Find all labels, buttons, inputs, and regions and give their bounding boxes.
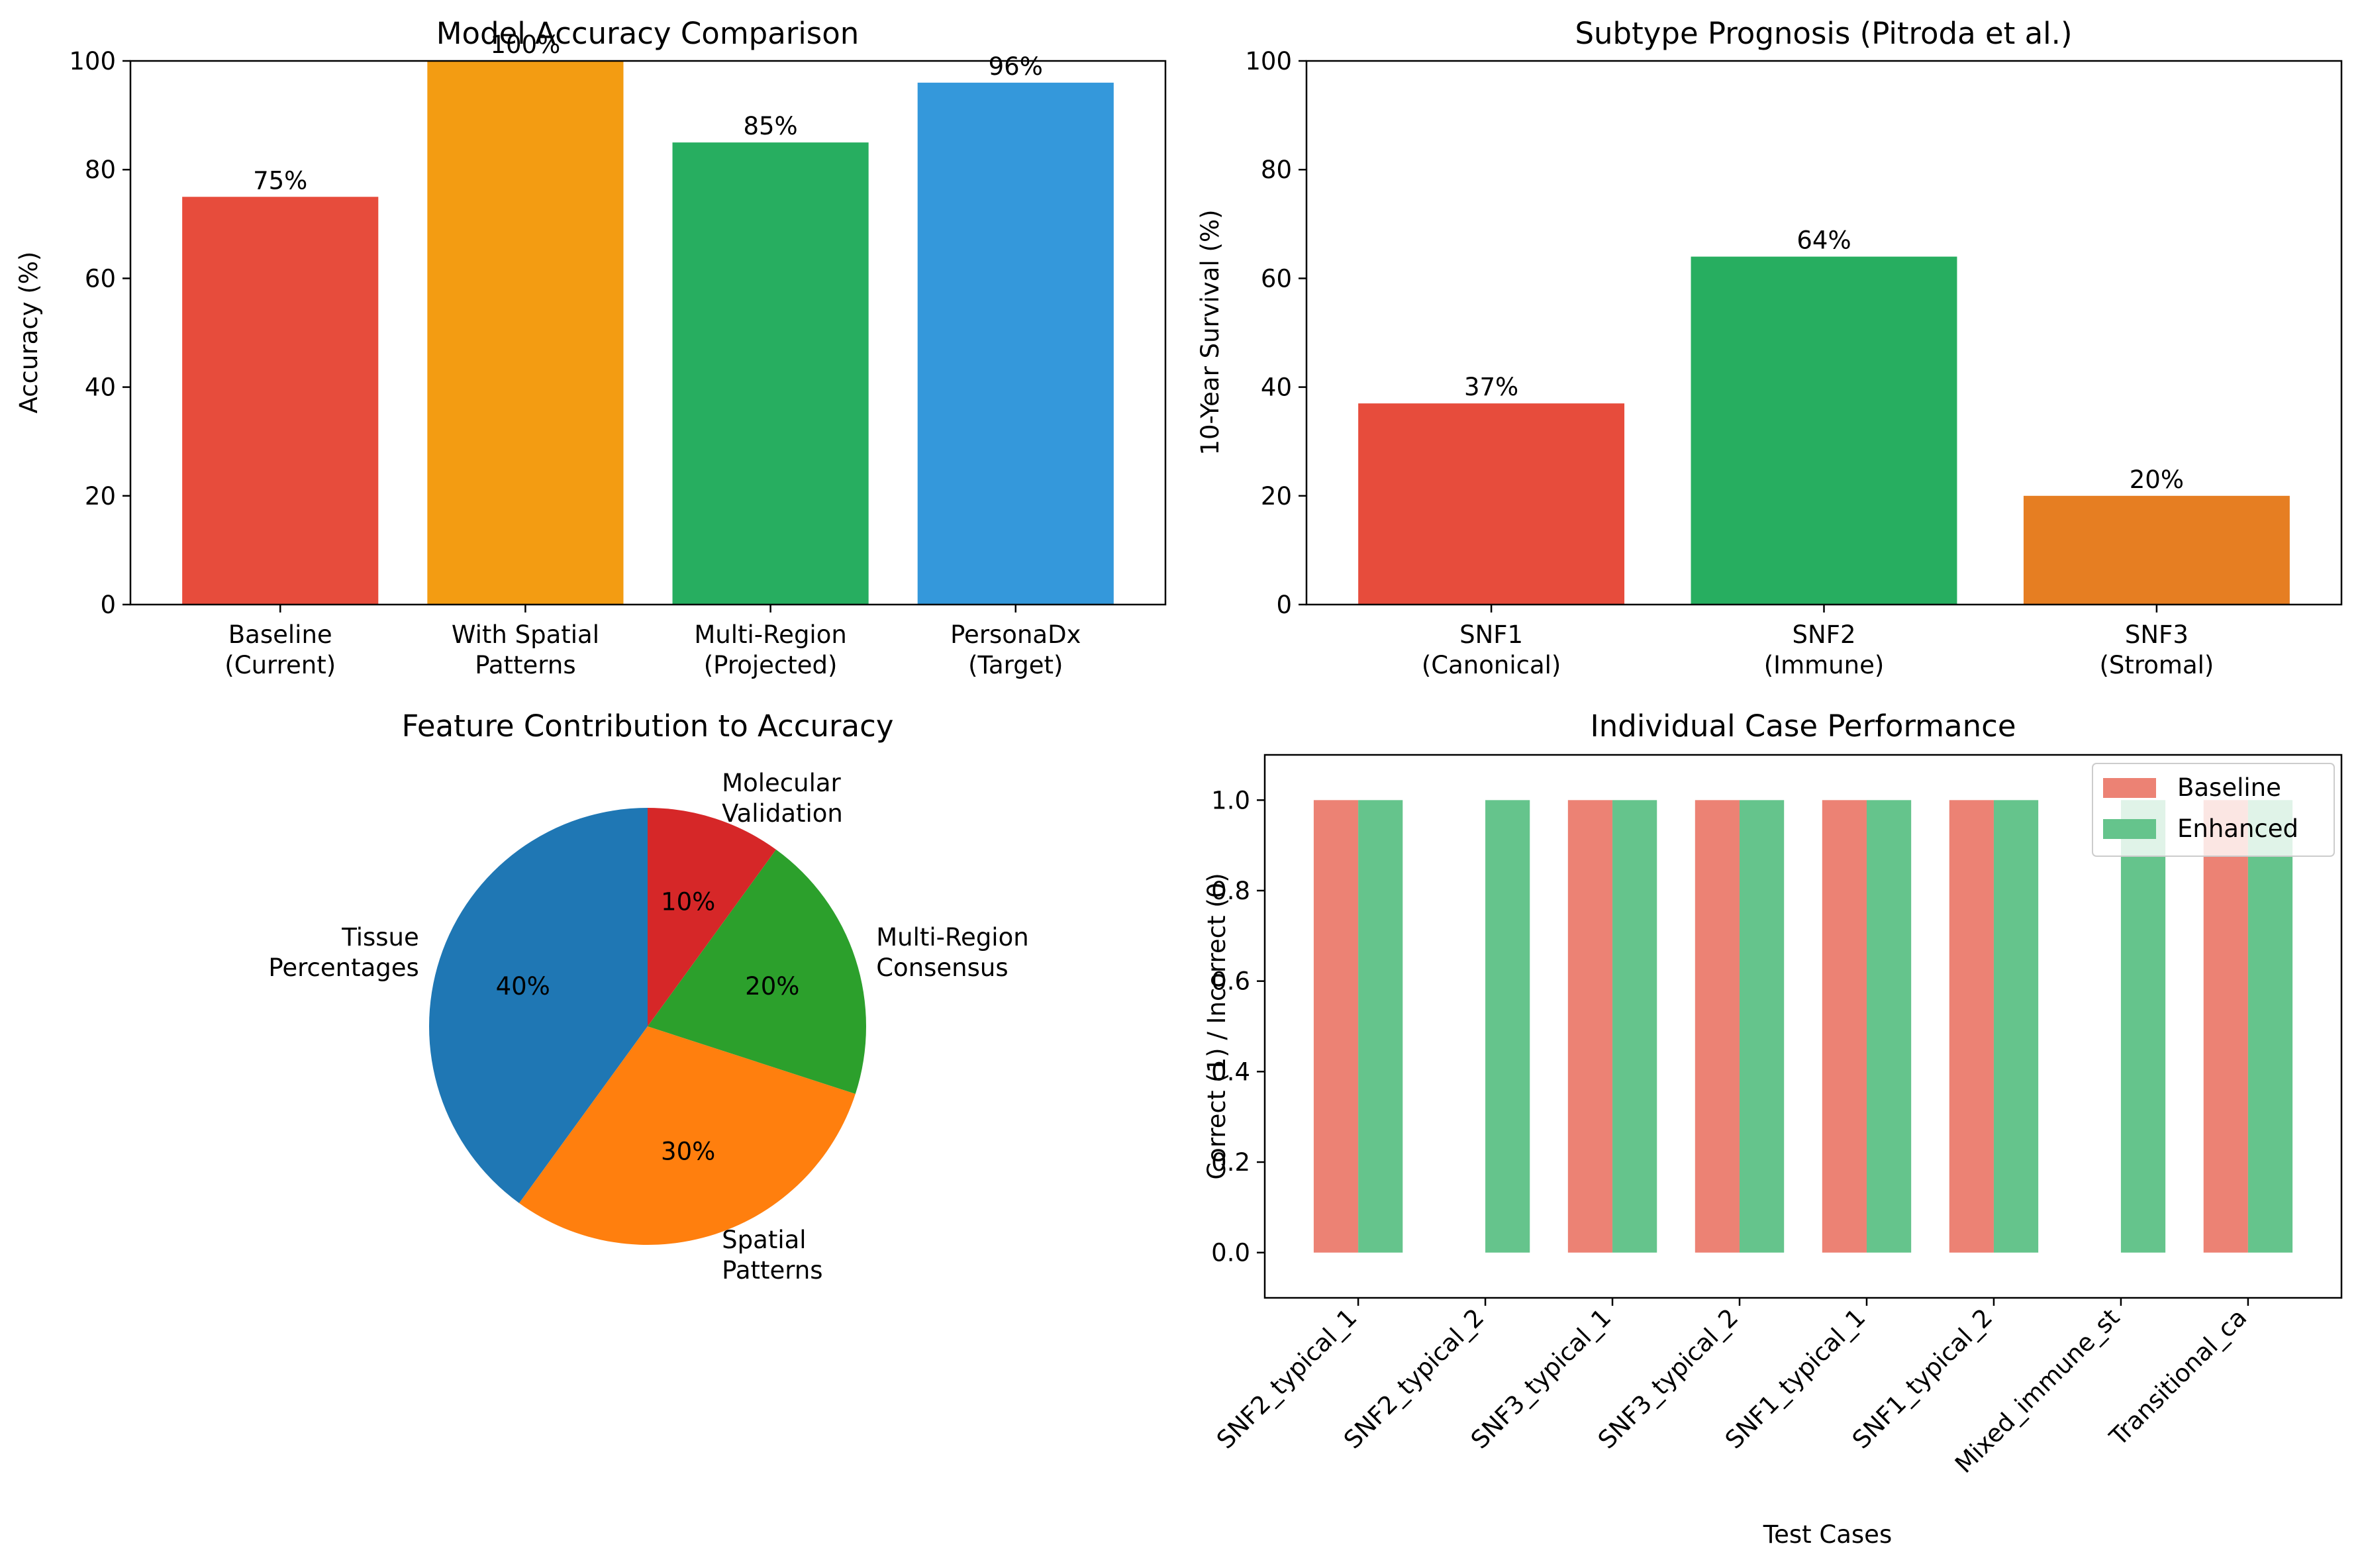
y-axis-label: Accuracy (%) xyxy=(15,252,43,414)
axes-frame xyxy=(1305,60,2343,606)
bar xyxy=(427,61,624,605)
y-tick-label: 80 xyxy=(85,156,116,184)
y-tick-label: 40 xyxy=(1261,373,1292,402)
bar-value-label: 100% xyxy=(491,30,561,59)
axes-frame xyxy=(1263,754,2343,1299)
y-tick-label: 1.0 xyxy=(1211,786,1250,814)
pie-slice-label: Tissue Percentages xyxy=(268,923,418,982)
y-tick-label: 100 xyxy=(1245,47,1292,75)
y-tick-label: 60 xyxy=(85,264,116,293)
panel-feature-contribution: Feature Contribution to Accuracy 40% Tiss… xyxy=(268,709,1028,1285)
bar xyxy=(2023,495,2290,605)
bar xyxy=(1949,800,1994,1253)
pie-slice-label: Molecular Validation xyxy=(722,769,843,828)
y-tick-label: 20 xyxy=(85,482,116,511)
chart-title: Subtype Prognosis (Pitroda et al.) xyxy=(1575,16,2072,51)
y-tick-label: 0.8 xyxy=(1211,877,1250,905)
y-tick-label: 0.0 xyxy=(1211,1239,1250,1267)
y-tick-label: 0 xyxy=(100,591,116,619)
bar xyxy=(1358,403,1625,605)
bar xyxy=(917,82,1114,605)
bar xyxy=(182,197,379,605)
chart-title: Model Accuracy Comparison xyxy=(436,16,860,51)
x-tick-label: Multi-Region (Projected) xyxy=(694,620,846,679)
y-tick-label: 100 xyxy=(69,47,116,75)
bar xyxy=(1993,800,2039,1253)
pie-area: 40% Tissue Percentages 30% Spatial Patterns 20… xyxy=(268,769,1028,1285)
x-tick-label: Baseline (Current) xyxy=(224,620,336,679)
y-tick-label: 60 xyxy=(1261,264,1292,293)
pie-percent-label: 10% xyxy=(661,888,715,916)
legend-label: Enhanced xyxy=(2177,814,2298,843)
pie-slice-label: Spatial Patterns xyxy=(722,1226,822,1285)
pie-slice xyxy=(429,808,648,1203)
bar xyxy=(2203,800,2248,1253)
bar-value-label: 96% xyxy=(989,52,1043,81)
pie-slice xyxy=(648,808,776,1026)
legend-swatch xyxy=(2103,819,2156,839)
x-tick-label: SNF3 (Stromal) xyxy=(2099,620,2214,679)
bar xyxy=(1866,800,1912,1253)
plot-area: 0 20 40 60 80 100 37% SNF1 (Canonical) 64% SNF2 (Im… xyxy=(1245,47,2343,679)
y-tick-label: 40 xyxy=(85,373,116,402)
bar xyxy=(1612,800,1657,1253)
bar xyxy=(1822,800,1867,1253)
x-tick-label: With Spatial Patterns xyxy=(452,620,599,679)
bar xyxy=(1695,800,1740,1253)
bar xyxy=(1567,800,1613,1253)
x-axis-label: Test Cases xyxy=(1763,1520,1892,1549)
x-tick-label: PersonaDx (Target) xyxy=(950,620,1081,679)
panel-subtype-prognosis: Subtype Prognosis (Pitroda et al.) 10-Ye… xyxy=(1196,16,2343,679)
bar xyxy=(672,142,869,605)
bar-value-label: 37% xyxy=(1464,373,1518,401)
y-axis-label: Correct (1) / Incorrect (0) xyxy=(1203,873,1231,1179)
y-tick-label: 0.4 xyxy=(1211,1057,1250,1086)
bar xyxy=(1358,800,1403,1253)
chart-title: Feature Contribution to Accuracy xyxy=(402,709,894,744)
pie-percent-label: 20% xyxy=(745,972,799,1001)
legend: Baseline Enhanced xyxy=(2092,763,2335,857)
y-tick-label: 0.6 xyxy=(1211,967,1250,996)
bar-value-label: 20% xyxy=(2130,466,2184,494)
bar-value-label: 85% xyxy=(743,112,797,140)
y-tick-label: 0 xyxy=(1276,591,1292,619)
legend-swatch xyxy=(2103,778,2156,798)
y-tick-label: 80 xyxy=(1261,156,1292,184)
y-axis-label: 10-Year Survival (%) xyxy=(1196,209,1224,455)
legend-label: Baseline xyxy=(2177,773,2281,802)
y-tick-label: 0.2 xyxy=(1211,1148,1250,1177)
pie-percent-label: 30% xyxy=(661,1137,715,1165)
bar-value-label: 75% xyxy=(253,166,307,195)
bar xyxy=(2120,800,2166,1253)
bar-value-label: 64% xyxy=(1796,226,1851,255)
bar xyxy=(1691,256,1957,605)
pie-slice xyxy=(519,1026,856,1245)
pie-slice xyxy=(648,850,866,1094)
bar xyxy=(1313,800,1359,1253)
x-tick-label: SNF2 (Immune) xyxy=(1764,620,1885,679)
panel-model-accuracy: Model Accuracy Comparison Accuracy (%) 0… xyxy=(15,16,1167,679)
y-tick-label: 20 xyxy=(1261,482,1292,511)
chart-title: Individual Case Performance xyxy=(1590,709,2016,744)
bar xyxy=(1740,800,1785,1253)
x-tick-label: SNF1 (Canonical) xyxy=(1422,620,1561,679)
pie-slice-label: Multi-Region Consensus xyxy=(876,923,1028,982)
axes-frame xyxy=(129,60,1167,606)
pie-percent-label: 40% xyxy=(496,972,550,1001)
bar xyxy=(1485,800,1530,1253)
bar xyxy=(2247,800,2293,1253)
plot-area: 0 20 40 60 80 100 75% Baseline (Current) 100% With… xyxy=(69,30,1167,679)
